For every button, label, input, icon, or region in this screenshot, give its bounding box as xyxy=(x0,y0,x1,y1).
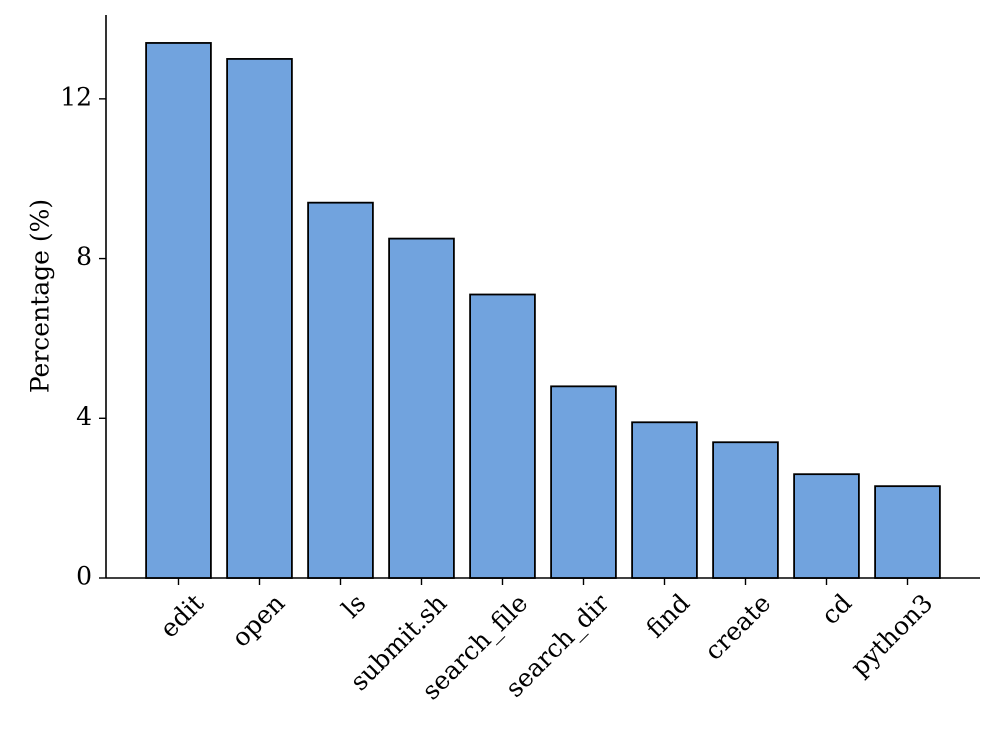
x-tick-label: cd xyxy=(816,588,858,630)
bar xyxy=(469,293,536,579)
bar xyxy=(874,485,941,579)
y-tick-label: 8 xyxy=(76,242,92,271)
x-tick-label: find xyxy=(640,588,695,643)
x-tick-label: ls xyxy=(336,588,371,623)
bar xyxy=(793,473,860,579)
x-tick-label: edit xyxy=(154,588,209,643)
y-axis-label: Percentage (%) xyxy=(26,199,55,393)
bar xyxy=(388,237,455,579)
bar xyxy=(550,385,617,579)
y-tick-label: 0 xyxy=(76,562,92,591)
bar xyxy=(712,441,779,579)
bar xyxy=(307,201,374,579)
y-tick-label: 4 xyxy=(76,402,92,431)
y-tick-label: 12 xyxy=(60,82,92,111)
x-tick-label: python3 xyxy=(845,588,939,682)
x-tick-label: open xyxy=(226,588,290,652)
bar xyxy=(226,58,293,579)
bar xyxy=(631,421,698,579)
x-tick-label: create xyxy=(699,588,776,665)
bar xyxy=(145,42,212,579)
